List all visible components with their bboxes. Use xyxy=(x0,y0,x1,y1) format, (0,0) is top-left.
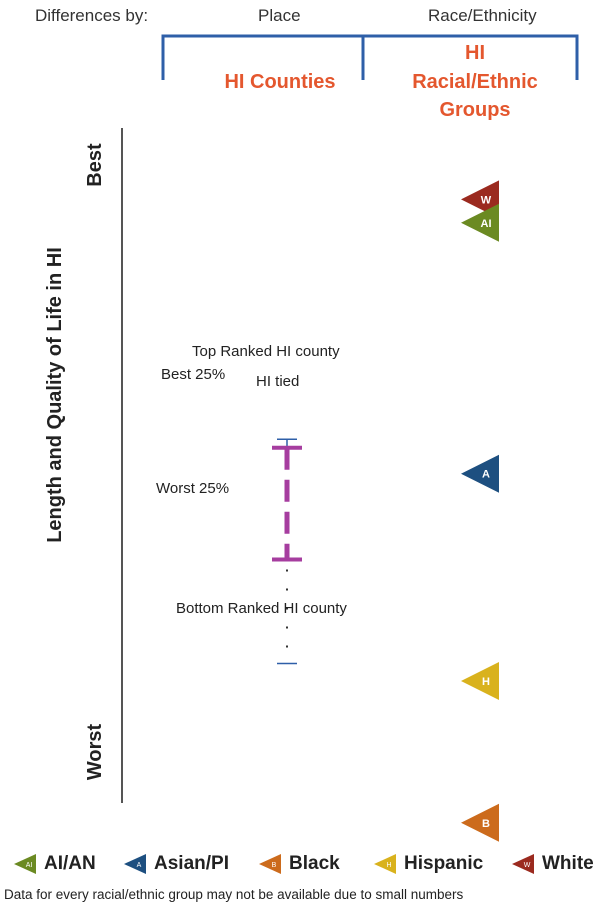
hi-groups-label-3: Groups xyxy=(439,99,511,121)
y-axis-best: Best xyxy=(84,143,106,187)
svg-text:AI: AI xyxy=(26,862,33,869)
marker-label-ai-an: AI xyxy=(481,218,492,230)
marker-label-hispanic: H xyxy=(482,676,490,688)
hi-groups-label-2: Racial/Ethnic xyxy=(412,71,538,93)
marker-hispanic xyxy=(461,662,499,701)
marker-label-white: W xyxy=(481,194,492,206)
legend-label-aian: AI/AN xyxy=(44,853,96,874)
place-header: Place xyxy=(258,6,301,25)
marker-asian-pi xyxy=(461,454,499,493)
legend-label-black: Black xyxy=(289,853,340,874)
legend-label-asian-pi: Asian/PI xyxy=(154,853,229,874)
hi-groups-label-1: HI xyxy=(465,42,485,64)
legend-label-white: White xyxy=(542,853,594,874)
hi-counties-label: HI Counties xyxy=(224,71,336,93)
marker-ai-an xyxy=(461,203,499,242)
legend-label-hispanic: Hispanic xyxy=(404,853,484,874)
marker-label-asian-pi: A xyxy=(482,469,490,481)
worst25-label: Worst 25% xyxy=(156,480,230,497)
group-markers: W AI A H B xyxy=(461,180,499,842)
legend: AI AI/AN A Asian/PI B Black H Hispanic W… xyxy=(10,850,610,878)
county-range xyxy=(272,438,302,665)
footnote: Data for every racial/ethnic group may n… xyxy=(4,887,464,902)
svg-text:W: W xyxy=(524,862,531,869)
white-marker-icon: W xyxy=(512,854,534,874)
hispanic-marker-icon: H xyxy=(374,854,396,874)
svg-text:A: A xyxy=(137,862,142,869)
marker-black xyxy=(461,803,499,842)
svg-text:B: B xyxy=(272,862,277,869)
black-marker-icon: B xyxy=(259,854,281,874)
asian-pi-marker-icon: A xyxy=(124,854,146,874)
aian-marker-icon: AI xyxy=(14,854,36,874)
race-ethnicity-header: Race/Ethnicity xyxy=(428,6,537,25)
differences-by-label: Differences by: xyxy=(35,6,149,25)
y-axis-label: Length and Quality of Life in HI xyxy=(44,247,66,543)
top-ranked-label: Top Ranked HI county xyxy=(192,343,340,360)
header-bracket xyxy=(161,34,579,80)
hi-tied-label: HI tied xyxy=(256,373,300,390)
svg-text:H: H xyxy=(386,862,391,869)
best25-label: Best 25% xyxy=(161,366,226,383)
bottom-ranked-label: Bottom Ranked HI county xyxy=(176,600,347,617)
marker-label-black: B xyxy=(482,818,490,830)
y-axis-worst: Worst xyxy=(84,723,106,781)
